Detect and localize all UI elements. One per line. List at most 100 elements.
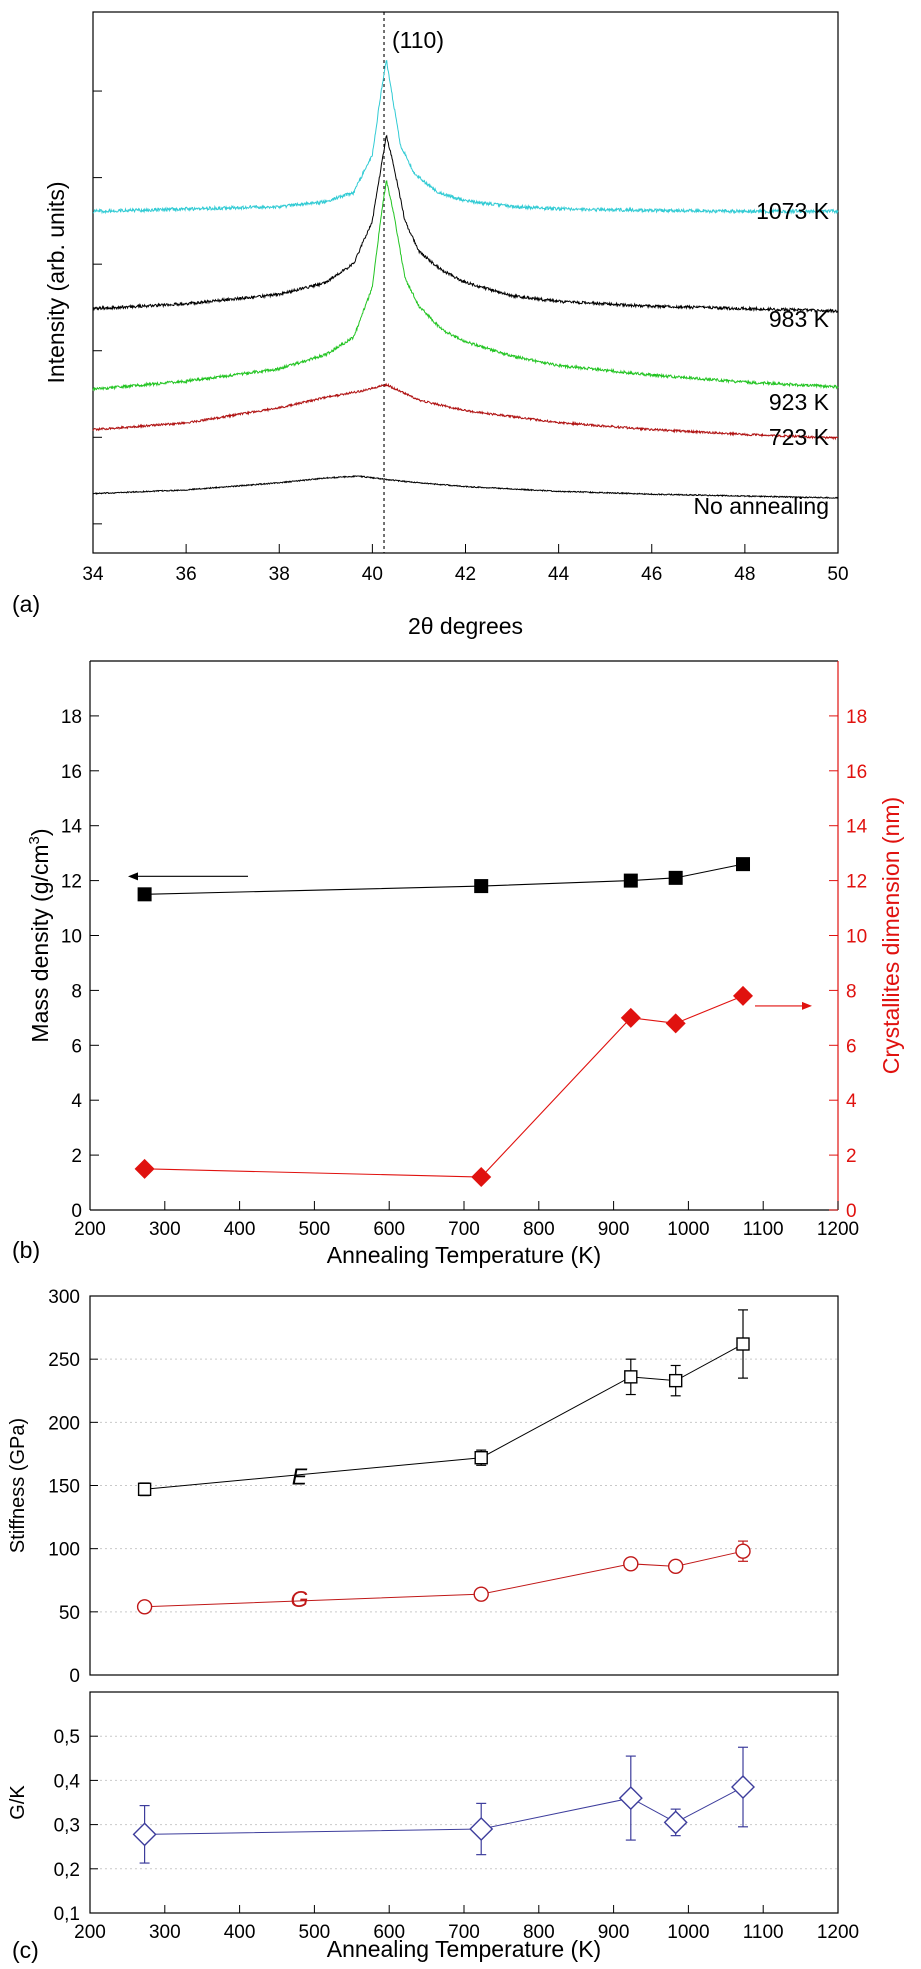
x-tick-label: 300	[149, 1219, 181, 1240]
x-tick-label: 1200	[817, 1219, 859, 1240]
y-axis-label: Stiffness (GPa)	[7, 1418, 29, 1553]
y-tick-label: 0,4	[54, 1771, 81, 1792]
x-tick-label: 1000	[667, 1219, 709, 1240]
x-tick-label: 1200	[817, 1922, 859, 1943]
data-point	[620, 1007, 641, 1028]
data-point	[736, 1337, 750, 1351]
x-tick-label: 400	[224, 1922, 256, 1943]
series-line	[144, 1343, 744, 1490]
data-point	[474, 879, 489, 894]
panel-label: (b)	[12, 1237, 40, 1263]
x-tick-label: 500	[299, 1219, 331, 1240]
series-label: 723 K	[769, 424, 830, 450]
panel-label: (a)	[12, 591, 40, 617]
y-tick-label: 50	[59, 1603, 80, 1624]
data-point	[731, 1775, 755, 1800]
series-line	[144, 863, 744, 895]
x-tick-label: 1100	[743, 1219, 784, 1240]
series-label: No annealing	[693, 493, 829, 519]
y-tick-label: 100	[48, 1540, 80, 1561]
x-tick-label: 600	[373, 1922, 405, 1943]
reference-line-label: (110)	[392, 27, 444, 53]
y-right-axis-label: Crystallites dimension (nm)	[878, 797, 904, 1074]
x-axis-label: Annealing Temperature (K)	[327, 1242, 601, 1268]
y-right-tick-label: 8	[846, 981, 857, 1002]
data-point	[136, 1599, 153, 1615]
series-line	[92, 382, 839, 441]
data-point	[736, 857, 751, 872]
x-axis-label: Annealing Temperature (K)	[327, 1936, 601, 1962]
x-tick-label: 200	[74, 1219, 106, 1240]
y-left-tick-label: 10	[61, 927, 82, 948]
series-line	[144, 995, 744, 1178]
y-right-tick-label: 4	[846, 1091, 857, 1112]
data-point	[663, 1810, 688, 1835]
series-line	[144, 1550, 744, 1608]
x-tick-label: 38	[269, 564, 290, 585]
y-left-tick-label: 8	[71, 981, 82, 1002]
data-point	[137, 1482, 152, 1496]
y-left-tick-label: 18	[61, 707, 82, 728]
data-point	[623, 1556, 639, 1572]
y-left-axis-label: Mass density (g/cm3)	[26, 828, 53, 1042]
x-tick-label: 400	[224, 1219, 256, 1240]
data-point	[473, 1586, 489, 1602]
y-tick-label: 200	[48, 1413, 80, 1434]
y-right-tick-label: 2	[846, 1146, 857, 1167]
data-point	[668, 870, 683, 885]
series-line	[92, 474, 839, 500]
data-point	[137, 887, 152, 902]
x-tick-label: 600	[373, 1219, 405, 1240]
series-label: E	[292, 1464, 308, 1490]
x-tick-label: 900	[598, 1922, 630, 1943]
y-right-tick-label: 6	[846, 1036, 857, 1057]
data-point	[469, 1817, 494, 1842]
x-tick-label: 40	[362, 564, 383, 585]
y-left-tick-label: 14	[61, 817, 83, 838]
y-tick-label: 0,3	[54, 1816, 80, 1837]
y-right-tick-label: 12	[846, 872, 867, 893]
y-left-tick-label: 0	[71, 1201, 82, 1222]
x-tick-label: 700	[448, 1922, 480, 1943]
data-point	[623, 873, 638, 888]
data-point	[733, 985, 754, 1006]
series-label: 923 K	[769, 389, 830, 415]
y-right-tick-label: 14	[846, 817, 868, 838]
data-point	[668, 1373, 683, 1388]
data-point	[134, 1158, 155, 1179]
data-point	[618, 1786, 643, 1811]
data-point	[667, 1558, 684, 1575]
data-point	[624, 1370, 638, 1384]
x-tick-label: 900	[598, 1219, 630, 1240]
panel-label: (c)	[12, 1937, 39, 1963]
panel-c-gk: 0,1 0,2 0,3 0,4 0,5 200 300 400 500 600 700 800 900 1…	[7, 1691, 859, 1963]
x-tick-label: 1000	[667, 1922, 709, 1943]
x-tick-label: 34	[82, 564, 104, 585]
x-tick-label: 800	[523, 1922, 555, 1943]
series-label: 983 K	[769, 306, 830, 332]
x-tick-label: 46	[641, 564, 662, 585]
x-tick-label: 700	[448, 1219, 480, 1240]
series-label: 1073 K	[756, 198, 830, 224]
y-tick-label: 250	[48, 1350, 80, 1371]
y-left-tick-label: 6	[71, 1036, 82, 1057]
axis-arrow-right-head	[802, 1001, 812, 1010]
data-point	[665, 1013, 686, 1034]
x-tick-label: 1100	[743, 1922, 784, 1943]
data-point	[735, 1543, 751, 1559]
x-tick-label: 300	[149, 1922, 181, 1943]
series-line	[144, 1786, 744, 1835]
y-left-tick-label: 16	[61, 762, 82, 783]
y-right-tick-label: 18	[846, 707, 867, 728]
axis-arrow-left-head	[128, 872, 138, 881]
x-tick-label: 48	[734, 564, 755, 585]
y-axis-label: Intensity (arb. units)	[43, 182, 69, 384]
y-right-tick-label: 10	[846, 927, 867, 948]
data-point	[471, 1167, 492, 1188]
y-right-tick-label: 0	[846, 1201, 857, 1222]
y-tick-label: 0,5	[54, 1727, 80, 1748]
y-tick-label: 300	[48, 1287, 80, 1308]
y-tick-label: 150	[48, 1477, 80, 1498]
